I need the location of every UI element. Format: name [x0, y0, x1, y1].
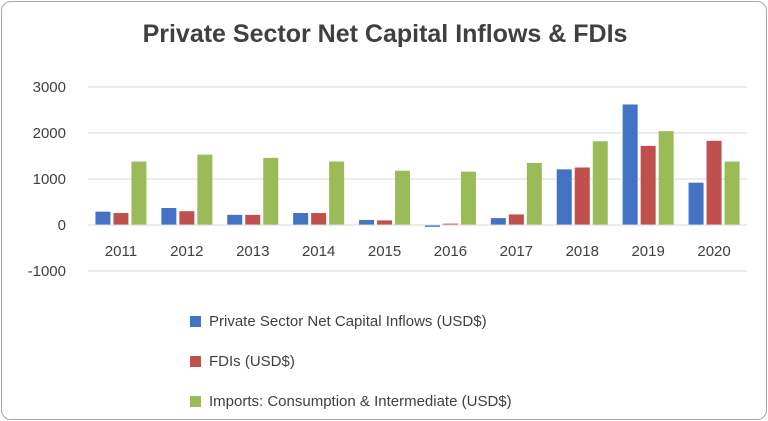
x-tick-label: 2012 [170, 243, 203, 260]
bar-private-sector-2017 [490, 218, 506, 225]
bar-fdis-2017 [508, 214, 524, 225]
x-tick-label: 2019 [631, 243, 664, 260]
x-tick-label: 2016 [434, 243, 467, 260]
bar-fdis-2019 [640, 145, 656, 225]
legend-item-imports: Imports: Consumption & Intermediate (USD… [190, 387, 512, 415]
bar-imports-2018 [592, 141, 608, 225]
bar-imports-2015 [395, 170, 411, 225]
x-tick-label: 2017 [500, 243, 533, 260]
bar-imports-2013 [263, 157, 279, 225]
x-tick-label: 2011 [105, 243, 137, 260]
y-tick-label: -1000 [28, 263, 66, 280]
bar-fdis-2012 [179, 211, 195, 225]
y-tick-label: 1000 [33, 171, 66, 188]
legend-swatch-fdis [190, 355, 201, 367]
bar-imports-2016 [460, 171, 476, 225]
y-tick-label: 2000 [33, 125, 66, 142]
x-tick-label: 2013 [236, 243, 269, 260]
bar-imports-2012 [197, 154, 213, 225]
bar-private-sector-2019 [622, 104, 638, 225]
bar-imports-2017 [526, 162, 542, 225]
bar-private-sector-2011 [95, 211, 111, 225]
legend-swatch-private-sector [190, 315, 201, 327]
y-tick-label: 3000 [33, 79, 66, 96]
bar-imports-2014 [329, 161, 345, 225]
x-tick-label: 2018 [566, 243, 599, 260]
bar-fdis-2018 [574, 167, 590, 225]
legend-item-fdis: FDIs (USD$) [190, 347, 512, 375]
bar-private-sector-2012 [161, 207, 177, 225]
x-tick-label: 2020 [697, 243, 730, 260]
bar-fdis-2014 [311, 213, 327, 225]
legend-label-fdis: FDIs (USD$) [209, 352, 295, 370]
bar-fdis-2020 [706, 140, 722, 225]
bar-fdis-2015 [377, 220, 393, 225]
bar-imports-2020 [724, 161, 740, 225]
bar-fdis-2011 [113, 213, 129, 225]
bar-imports-2011 [131, 161, 147, 225]
bar-private-sector-2015 [359, 219, 375, 225]
legend-swatch-imports [190, 395, 201, 407]
bar-fdis-2016 [442, 223, 458, 225]
bar-private-sector-2020 [688, 182, 704, 225]
legend-label-private-sector: Private Sector Net Capital Inflows (USD$… [209, 312, 487, 330]
legend-item-private-sector: Private Sector Net Capital Inflows (USD$… [190, 307, 512, 335]
x-tick-label: 2015 [368, 243, 401, 260]
bar-private-sector-2013 [227, 214, 243, 225]
legend-label-imports: Imports: Consumption & Intermediate (USD… [209, 392, 512, 410]
bar-imports-2019 [658, 131, 674, 225]
bar-private-sector-2016 [424, 225, 440, 227]
bar-fdis-2013 [245, 214, 261, 225]
x-tick-label: 2014 [302, 243, 335, 260]
bar-private-sector-2014 [293, 213, 309, 225]
bar-private-sector-2018 [556, 169, 572, 225]
chart-title: Private Sector Net Capital Inflows & FDI… [142, 20, 628, 48]
legend: Private Sector Net Capital Inflows (USD$… [190, 307, 512, 419]
y-tick-label: 0 [58, 217, 66, 234]
